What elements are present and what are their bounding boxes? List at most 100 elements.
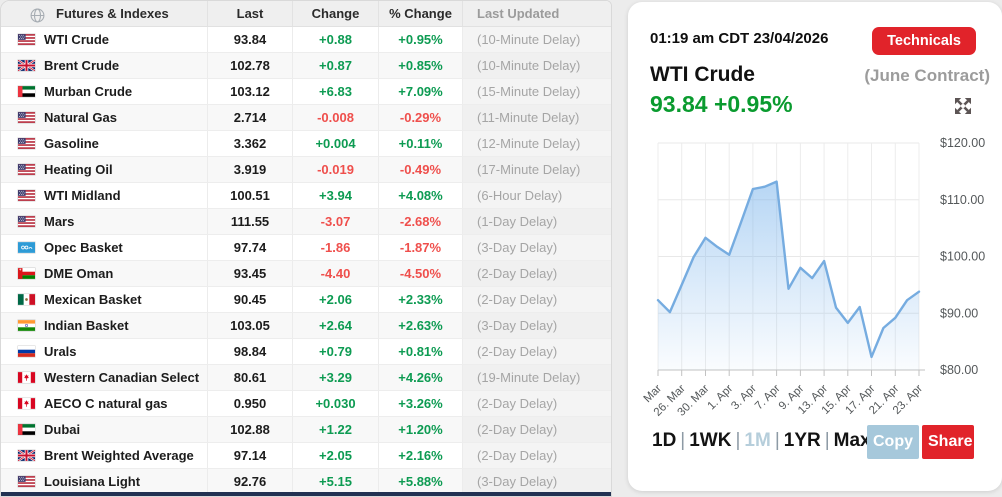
table-row-aeco-c-natural-gas[interactable]: AECO C natural gas 0.950 +0.030 +3.26% (2-Da… [1,391,611,417]
contract-label: (June Contract) [864,66,990,85]
change-value: +0.87 [292,53,378,78]
copy-button[interactable]: Copy [867,425,919,459]
table-row-wti-midland[interactable]: WTI Midland 100.51 +3.94 +4.08% (6-Hour Dela… [1,183,611,209]
flag-us-icon [18,216,35,227]
table-row-dubai[interactable]: Dubai 102.88 +1.22 +1.20% (2-Day Delay) [1,417,611,443]
y-axis-label: $120.00 [940,136,985,150]
last-price: 97.14 [207,443,292,468]
commodity-name-cell[interactable]: Indian Basket [1,313,207,338]
table-row-brent-weighted-average[interactable]: Brent Weighted Average 97.14 +2.05 +2.16% (2… [1,443,611,469]
last-price: 103.05 [207,313,292,338]
price-area-chart[interactable]: $120.00 $110.00 $100.00 $90.00 $80.00 Mar 26. … [628,130,1002,430]
timeframe-separator: | [824,430,830,451]
table-row-gasoline[interactable]: Gasoline 3.362 +0.004 +0.11% (12-Minute Dela… [1,131,611,157]
change-value: -4.40 [292,261,378,286]
technicals-button[interactable]: Technicals [872,27,976,55]
last-price: 100.51 [207,183,292,208]
expand-chart-icon[interactable] [952,95,974,117]
commodity-name-cell[interactable]: DME Oman [1,261,207,286]
table-row-urals[interactable]: Urals 98.84 +0.79 +0.81% (2-Day Delay) [1,339,611,365]
timeframe-separator: | [735,430,741,451]
commodity-name: Opec Basket [44,240,123,255]
commodity-name-cell[interactable]: Mars [1,209,207,234]
commodity-name-cell[interactable]: Western Canadian Select [1,365,207,390]
table-row-western-canadian-select[interactable]: Western Canadian Select 80.61 +3.29 +4.26%(… [1,365,611,391]
percent-change-value: +0.85% [378,53,462,78]
change-value: +0.88 [292,27,378,52]
timeframe-1m[interactable]: 1M [744,430,771,451]
timeframe-1yr[interactable]: 1YR [783,430,821,451]
table-row-brent-crude[interactable]: Brent Crude 102.78 +0.87 +0.85% (10-Minute D… [1,53,611,79]
percent-change-value: +2.16% [378,443,462,468]
flag-opec-icon [18,242,35,253]
commodity-name-cell[interactable]: Gasoline [1,131,207,156]
table-row-opec-basket[interactable]: Opec Basket 97.74 -1.86 -1.87% (3-Day Delay) [1,235,611,261]
last-updated-cell: (15-Minute Delay) [462,79,611,104]
y-axis-label: $110.00 [940,193,984,207]
last-updated-cell: (10-Minute Delay) [462,53,611,78]
table-row-heating-oil[interactable]: Heating Oil 3.919 -0.019 -0.49% (17-Minute D… [1,157,611,183]
last-updated-cell: (2-Day Delay) [462,287,611,312]
timeframe-1d[interactable]: 1D [652,430,677,451]
last-price: 102.78 [207,53,292,78]
last-price: 93.84 [207,27,292,52]
table-row-indian-basket[interactable]: Indian Basket 103.05 +2.64 +2.63% (3-Day Del… [1,313,611,339]
commodity-name: WTI Crude [44,32,109,47]
commodity-name: Brent Crude [44,58,120,73]
commodity-name-cell[interactable]: AECO C natural gas [1,391,207,416]
table-row-dme-oman[interactable]: DME Oman 93.45 -4.40 -4.50% (2-Day Delay) [1,261,611,287]
change-value: -3.07 [292,209,378,234]
commodity-name-cell[interactable]: Urals [1,339,207,364]
commodity-name-cell[interactable]: Brent Weighted Average [1,443,207,468]
percent-change-value: +0.11% [378,131,462,156]
timeframe-max[interactable]: Max [833,430,871,451]
header-last: Last [207,1,292,26]
futures-table-card: Futures & Indexes Last Change % Change L… [0,0,612,497]
y-axis-label: $90.00 [940,306,978,320]
table-row-wti-crude[interactable]: WTI Crude 93.84 +0.88 +0.95% (10-Minute Dela… [1,27,611,53]
commodity-name-cell[interactable]: Brent Crude [1,53,207,78]
y-axis-label: $100.00 [940,250,985,264]
table-row-mars[interactable]: Mars 111.55 -3.07 -2.68% (1-Day Delay) [1,209,611,235]
flag-gb-icon [18,450,35,461]
commodity-name: WTI Midland [44,188,121,203]
share-button[interactable]: Share [922,425,974,459]
commodity-name-cell[interactable]: Dubai [1,417,207,442]
commodity-name-cell[interactable]: Louisiana Light [1,469,207,494]
wti-crude-panel: 01:19 am CDT 23/04/2026 Technicals WTI C… [628,2,1002,491]
commodity-name-cell[interactable]: Murban Crude [1,79,207,104]
change-value: -1.86 [292,235,378,260]
flag-ca-icon [18,398,35,409]
commodity-name: Mexican Basket [44,292,142,307]
commodity-name-cell[interactable]: WTI Midland [1,183,207,208]
commodity-name: Murban Crude [44,84,133,99]
last-price: 80.61 [207,365,292,390]
timeframe-selector: 1D | 1WK | 1M | 1YR | Max [652,430,871,452]
last-price: 3.919 [207,157,292,182]
commodity-name-cell[interactable]: Mexican Basket [1,287,207,312]
flag-ae-icon [18,424,35,435]
timeframe-1wk[interactable]: 1WK [689,430,732,451]
change-value: -0.008 [292,105,378,130]
partial-next-row-strip [1,492,611,496]
table-row-murban-crude[interactable]: Murban Crude 103.12 +6.83 +7.09% (15-Minute … [1,79,611,105]
table-row-mexican-basket[interactable]: Mexican Basket 90.45 +2.06 +2.33% (2-Day Del… [1,287,611,313]
last-price: 92.76 [207,469,292,494]
flag-in-icon [18,320,35,331]
panel-title: WTI Crude [650,63,755,86]
table-row-natural-gas[interactable]: Natural Gas 2.714 -0.008 -0.29% (11-Minute D… [1,105,611,131]
change-value: +2.64 [292,313,378,338]
percent-change-value: +4.08% [378,183,462,208]
commodity-name-cell[interactable]: WTI Crude [1,27,207,52]
change-value: +3.94 [292,183,378,208]
commodity-name-cell[interactable]: Natural Gas [1,105,207,130]
percent-change-value: +1.20% [378,417,462,442]
change-value: -0.019 [292,157,378,182]
percent-change-value: +0.95% [378,27,462,52]
commodity-name-cell[interactable]: Opec Basket [1,235,207,260]
last-price: 90.45 [207,287,292,312]
quote-timestamp: 01:19 am CDT 23/04/2026 [650,30,829,47]
commodity-name-cell[interactable]: Heating Oil [1,157,207,182]
percent-change-value: +0.81% [378,339,462,364]
last-price: 3.362 [207,131,292,156]
